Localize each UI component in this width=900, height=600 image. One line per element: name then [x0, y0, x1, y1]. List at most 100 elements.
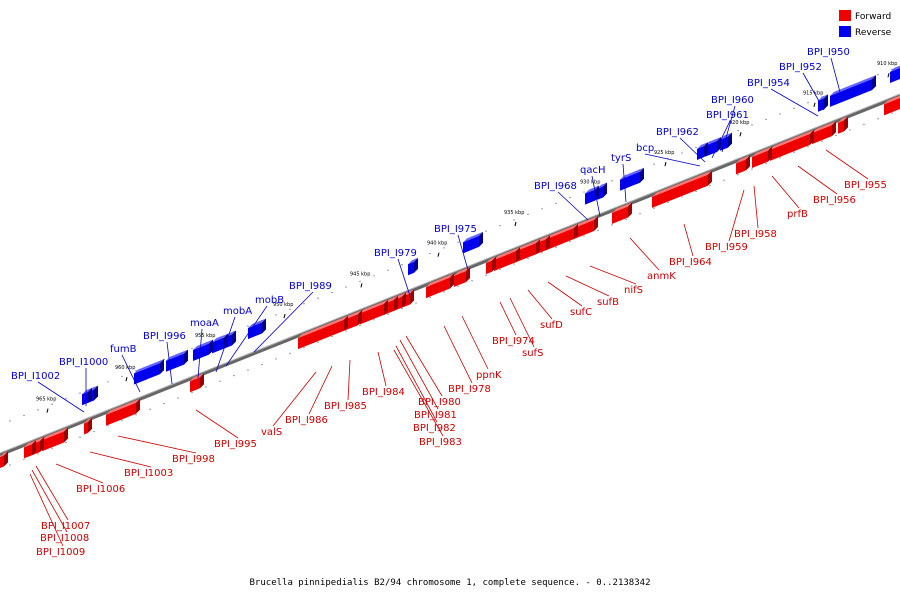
track-dot: [401, 264, 403, 266]
gene-BPI_I962[interactable]: [697, 142, 708, 160]
gene-BPI_I1008[interactable]: [24, 440, 36, 459]
track-dot: [121, 419, 123, 421]
gene-side-face: [88, 417, 92, 433]
gene-top-face: [193, 339, 213, 351]
gene-top-face: [344, 310, 362, 320]
gene-BPI_I958[interactable]: [752, 146, 772, 169]
track-dot: [429, 252, 431, 255]
track-dot: [807, 102, 809, 104]
gene-side-face: [4, 451, 8, 467]
gene-BPI_I956[interactable]: [812, 121, 836, 145]
gene-ppnK[interactable]: [454, 267, 470, 287]
gene-BPI_I995[interactable]: [190, 373, 204, 393]
track-dot: [513, 219, 515, 221]
gene-moaA[interactable]: [193, 339, 213, 362]
label-leader-line: [55, 463, 104, 484]
label-leader-line: [771, 175, 800, 209]
gene-BPI_I974[interactable]: [486, 256, 496, 275]
track-dot: [107, 381, 109, 383]
gene-top-face: [454, 267, 470, 276]
gene-BPI_I959[interactable]: [736, 155, 750, 175]
gene-label: BPI_I1007: [41, 521, 90, 532]
gene-BPI_I996[interactable]: [166, 349, 188, 372]
track-dot: [793, 107, 795, 109]
gene-anmK[interactable]: [612, 202, 632, 224]
legend-forward-swatch: [839, 10, 851, 21]
gene-label: BPI_I964: [669, 257, 712, 268]
gene-BPI_I975[interactable]: [463, 231, 483, 254]
gene-BPI_I984[interactable]: [360, 299, 388, 325]
gene-label: sufC: [570, 307, 592, 318]
gene-side-face: [603, 182, 607, 198]
gene-side-face: [32, 440, 36, 456]
label-leader-line: [253, 291, 314, 353]
gene-side-face: [262, 318, 266, 334]
gene-label: BPI_I958: [734, 229, 777, 240]
track-dot: [135, 414, 137, 416]
track-dot: [457, 285, 459, 287]
gene-qacH[interactable]: [597, 182, 607, 200]
gene-BPI_I968[interactable]: [585, 185, 599, 205]
gene-BPI_I960[interactable]: [720, 132, 732, 151]
track-dot: [65, 398, 67, 400]
gene-label: BPI_I978: [448, 384, 491, 395]
gene-valS[interactable]: [298, 315, 348, 350]
gene-BPI_I979[interactable]: [408, 257, 418, 276]
gene-mobA[interactable]: [212, 333, 228, 354]
label-leader-line: [397, 258, 411, 297]
gene-label: BPI_I962: [656, 127, 699, 138]
gene-BPI_I964[interactable]: [652, 170, 712, 208]
label-leader-line: [443, 325, 473, 384]
label-leader-line: [622, 163, 627, 203]
track-dot: [79, 436, 81, 438]
track-dot: [429, 296, 431, 299]
gene-BPI_I1002[interactable]: [82, 387, 92, 406]
gene-label: BPI_I960: [711, 95, 754, 106]
gene-side-face: [344, 315, 348, 331]
gene-side-face: [414, 257, 418, 273]
gene-top-face: [838, 116, 848, 123]
label-leader-line: [377, 351, 387, 387]
gene-top-face: [818, 94, 828, 101]
gene-label: BPI_I1009: [36, 547, 85, 558]
tick-mark: [664, 162, 667, 167]
gene-front-face: [24, 444, 32, 459]
gene-label: BPI_I1006: [76, 484, 125, 495]
gene-top-face: [408, 257, 418, 265]
gene-BPI_I950[interactable]: [830, 75, 876, 107]
label-leader-line: [527, 289, 553, 320]
gene-label: nifS: [624, 285, 643, 296]
label-leader-line: [509, 297, 535, 348]
track-dot: [37, 409, 39, 411]
track-dot: [891, 112, 893, 114]
gene-top-face: [166, 349, 188, 361]
track-dot: [737, 174, 739, 176]
track-dot: [485, 230, 487, 232]
gene-BPI_I1006[interactable]: [42, 427, 68, 452]
track-dot: [471, 280, 473, 282]
track-dot: [555, 202, 557, 204]
gene-side-face: [64, 427, 68, 443]
gene-label: ppnK: [476, 370, 502, 381]
gene-BPI_I1003[interactable]: [84, 417, 92, 435]
gene-fumB[interactable]: [134, 359, 164, 385]
gene-top-face: [697, 142, 708, 149]
gene-prfB[interactable]: [770, 129, 814, 161]
gene-sufB[interactable]: [546, 224, 578, 251]
gene-BPI_I955[interactable]: [884, 94, 900, 116]
tick-layer: 910 kbp 915 kbp 920 kbp 925 kbp 930 kbp 935 k…: [9, 61, 897, 466]
label-leader-line: [728, 189, 745, 242]
gene-BPI_I998[interactable]: [106, 398, 140, 426]
gene-BPI_I954[interactable]: [818, 94, 828, 112]
label-leader-line: [557, 191, 589, 221]
gene-label: sufD: [540, 320, 563, 331]
gene-nifS[interactable]: [574, 216, 598, 240]
gene-BPI_I955[interactable]: [838, 116, 848, 134]
gene-BPI_I950b[interactable]: [890, 63, 900, 83]
gene-top-face: [190, 373, 204, 382]
gene-side-face: [492, 256, 496, 272]
gene-BPI_I978[interactable]: [426, 273, 454, 299]
gene-BPI_I989[interactable]: [248, 318, 266, 340]
gene-sufS[interactable]: [494, 247, 520, 271]
gene-BPI_I1009[interactable]: [0, 451, 8, 468]
